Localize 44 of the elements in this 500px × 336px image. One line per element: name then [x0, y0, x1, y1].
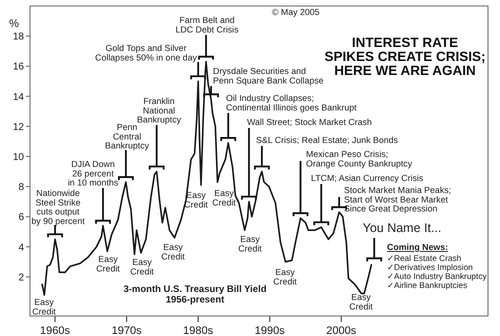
annotation: DJIA Down 26 percent in 10 months — [68, 159, 119, 188]
annotation: Wall Street; Stock Market Crash — [247, 117, 372, 127]
y-tick-label: 4 — [18, 242, 24, 254]
annotation: Mexican Peso Crisis; Orange County Bankruptcy — [306, 149, 413, 168]
annotation: Easy Credit — [273, 267, 298, 286]
annotation: Franklin National Bankruptcy — [136, 96, 182, 125]
annotation: ✓Auto Industry Bankruptcy — [387, 271, 488, 281]
annotation: ✓Real Estate Crash — [387, 253, 462, 263]
text: INTEREST RATE SPIKES CREATE CRISIS; HERE WE ARE AGAIN — [324, 35, 486, 78]
y-tick-label: 8 — [18, 182, 24, 194]
x-tick-label: 1980s — [183, 325, 214, 336]
annotation: Coming News: — [387, 242, 448, 252]
x-tick-label: 2000s — [326, 325, 357, 336]
annotation: 3-month U.S. Treasury Bill Yield 1956-present — [123, 284, 267, 306]
annotation: ✓Derivatives Implosion — [387, 262, 474, 272]
annotation: Easy Credit — [349, 292, 374, 312]
annotation: You Name It... — [362, 221, 442, 235]
annotation: © May 2005 — [272, 7, 320, 17]
y-axis-title: % — [9, 18, 20, 30]
annotation: Drysdale Securities and Penn Square Bank Collapse — [213, 66, 324, 86]
annotation: Easy Credit — [212, 188, 236, 208]
y-tick-label: 16 — [12, 62, 24, 73]
annotation: ✓Airline Bankruptcies — [387, 280, 468, 290]
y-tick-label: 10 — [12, 152, 24, 164]
annotation: Penn Central Bankruptcy — [104, 122, 150, 151]
x-tick-label: 1970s — [112, 325, 142, 336]
annotation: Easy Credit — [130, 257, 154, 276]
annotation: Gold Tops and Silver Collapses 50% in one day — [95, 43, 198, 62]
y-tick-label: 14 — [12, 92, 24, 103]
y-tick-label: 12 — [12, 122, 24, 133]
y-tick-label: 18 — [12, 32, 24, 43]
y-tick-label: 6 — [18, 212, 24, 224]
y-tick-label: 2 — [18, 272, 24, 284]
annotation: LTCM; Asian Currency Crisis — [311, 173, 424, 183]
annotation: Easy Credit — [161, 242, 186, 262]
x-tick-label: 1990s — [254, 325, 286, 336]
annotation: Easy Credit — [32, 297, 56, 316]
annotation: Nationwide Steel Strike cuts output by 90 percent — [31, 188, 86, 226]
annotation: Easy Credit — [96, 254, 120, 274]
annotation: Easy Credit — [238, 234, 262, 254]
x-tick-label: 1960s — [40, 325, 71, 336]
annotation: Farm Belt and LDC Debt Crisis — [175, 15, 240, 34]
annotation: S&L Crisis; Real Estate; Junk Bonds — [256, 135, 399, 145]
annotation: Oil Industry Collapses; Continental Illinois goes Bankrupt — [226, 93, 358, 112]
